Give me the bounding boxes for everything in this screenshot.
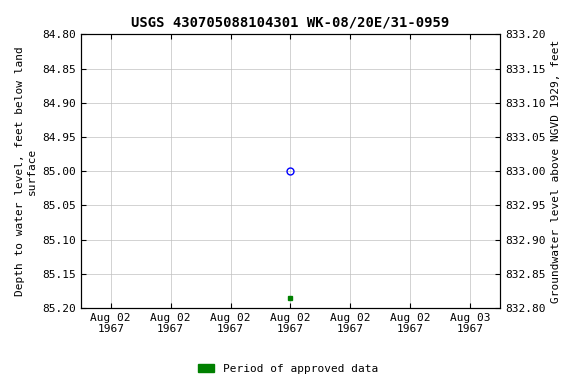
Legend: Period of approved data: Period of approved data xyxy=(193,359,383,379)
Y-axis label: Depth to water level, feet below land
surface: Depth to water level, feet below land su… xyxy=(15,46,37,296)
Y-axis label: Groundwater level above NGVD 1929, feet: Groundwater level above NGVD 1929, feet xyxy=(551,40,561,303)
Title: USGS 430705088104301 WK-08/20E/31-0959: USGS 430705088104301 WK-08/20E/31-0959 xyxy=(131,15,449,29)
